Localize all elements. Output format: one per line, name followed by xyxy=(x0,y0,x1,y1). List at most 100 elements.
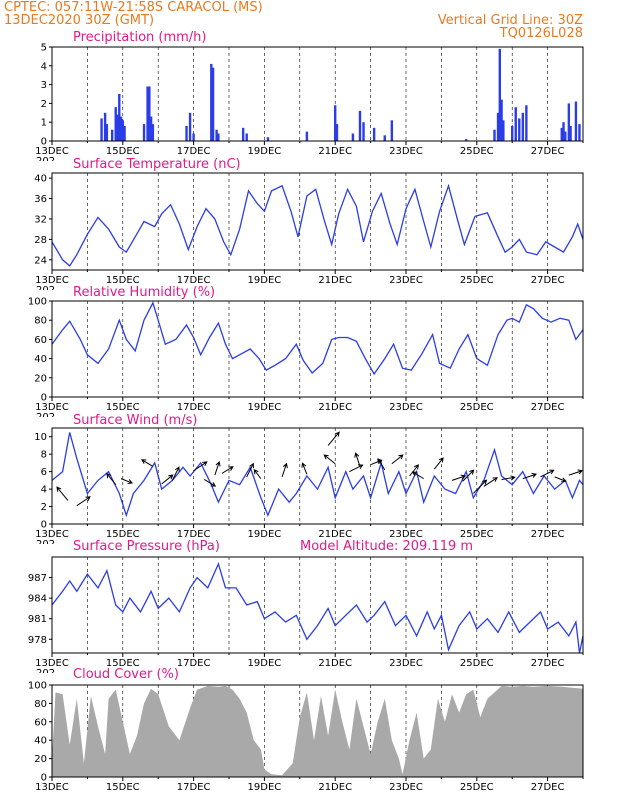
y-tick-label: 32 xyxy=(34,214,47,225)
precip-bar xyxy=(100,118,103,141)
x-tick-label: 27DEC xyxy=(531,402,565,413)
precip-bar xyxy=(185,125,188,141)
x-tick-label: 17DEC xyxy=(177,275,211,286)
x-year-stub: 202 xyxy=(36,156,55,167)
x-year-stub: 202 xyxy=(36,539,55,550)
y-tick-label: 4 xyxy=(41,485,47,496)
precip-bar xyxy=(123,125,126,141)
header-code: TQ0126L028 xyxy=(499,26,583,41)
wind-arrow xyxy=(246,462,254,478)
y-tick-label: 2 xyxy=(41,502,47,513)
panel-title: Relative Humidity (%) xyxy=(73,285,215,300)
wind-arrow xyxy=(540,469,555,478)
precip-bar xyxy=(103,112,107,141)
x-tick-label: 27DEC xyxy=(531,782,565,793)
y-tick-label: 40 xyxy=(34,354,47,365)
y-tick-label: 28 xyxy=(34,235,47,246)
y-tick-label: 10 xyxy=(34,432,47,443)
wind-arrow xyxy=(140,459,154,467)
y-tick-label: 2 xyxy=(41,99,47,110)
wind-arrow xyxy=(354,452,361,467)
x-tick-label: 25DEC xyxy=(460,658,494,669)
wind-arrow xyxy=(377,457,386,471)
x-tick-label: 27DEC xyxy=(531,529,565,540)
precip-bar xyxy=(502,120,505,141)
precip-bar xyxy=(334,105,337,141)
wind-arrow xyxy=(323,454,336,465)
precip-bar xyxy=(569,125,572,141)
y-tick-label: 100 xyxy=(28,681,47,692)
y-tick-label: 4 xyxy=(41,61,47,72)
y-tick-label: 5 xyxy=(41,43,47,54)
x-tick-label: 19DEC xyxy=(248,146,282,157)
y-tick-label: 80 xyxy=(34,316,47,327)
series-line xyxy=(51,183,584,267)
header-location: CPTEC: 057:11W-21:58S CARACOL (MS) xyxy=(4,0,263,15)
precip-bar xyxy=(496,112,500,141)
x-year-stub: 202 xyxy=(36,285,55,296)
panel-title: Surface Wind (m/s) xyxy=(73,413,197,428)
wind-arrow xyxy=(409,464,419,477)
x-tick-label: 15DEC xyxy=(106,529,140,540)
y-tick-label: 20 xyxy=(34,373,47,384)
precip-bar xyxy=(525,105,528,141)
precip-bar xyxy=(498,48,502,141)
precip-bar xyxy=(121,120,124,141)
precip-bar xyxy=(567,103,571,141)
x-tick-label: 17DEC xyxy=(177,529,211,540)
y-tick-label: 36 xyxy=(34,194,47,205)
x-tick-label: 25DEC xyxy=(460,275,494,286)
y-tick-label: 40 xyxy=(34,174,47,185)
panel-frame xyxy=(51,172,584,271)
y-tick-label: 60 xyxy=(34,717,47,728)
precip-bar xyxy=(335,124,339,141)
precip-bar xyxy=(116,114,119,141)
wind-arrow xyxy=(462,469,475,482)
x-tick-label: 25DEC xyxy=(460,782,494,793)
precip-bar xyxy=(105,124,109,141)
wind-arrow xyxy=(568,469,584,476)
wind-arrow xyxy=(391,454,404,465)
x-tick-label: 13DEC xyxy=(35,402,69,413)
precip-bar xyxy=(564,131,567,141)
panel-6: Cloud Cover (%) 0 20 40 60 80 100 13DEC 15DEC 17D… xyxy=(28,667,584,793)
y-tick-label: 40 xyxy=(34,736,47,747)
y-tick-label: 20 xyxy=(34,754,47,765)
precip-bar xyxy=(188,112,192,141)
panel-4: Surface Wind (m/s) 0 2 4 6 8 10 13DEC 15DEC 17DEC… xyxy=(34,413,584,550)
x-tick-label: 15DEC xyxy=(106,658,140,669)
wind-arrow xyxy=(501,475,516,481)
x-tick-label: 23DEC xyxy=(389,275,423,286)
precip-bar xyxy=(245,133,248,141)
precip-bar xyxy=(562,122,565,141)
wind-arrow xyxy=(76,496,91,507)
precip-bar xyxy=(110,129,114,141)
panel-title: Cloud Cover (%) xyxy=(73,667,179,682)
x-year-stub: 202 xyxy=(36,412,55,423)
x-tick-label: 19DEC xyxy=(248,529,282,540)
series-line xyxy=(51,432,584,518)
series-line xyxy=(51,301,584,376)
x-tick-label: 15DEC xyxy=(106,402,140,413)
precip-bar xyxy=(266,137,270,141)
y-tick-label: 8 xyxy=(41,450,47,461)
x-tick-label: 25DEC xyxy=(460,146,494,157)
precip-bar xyxy=(574,101,578,141)
x-tick-label: 27DEC xyxy=(531,146,565,157)
x-tick-label: 23DEC xyxy=(389,658,423,669)
x-tick-label: 23DEC xyxy=(389,402,423,413)
x-tick-label: 21DEC xyxy=(318,402,352,413)
y-tick-label: 0 xyxy=(41,137,47,148)
precip-bar xyxy=(500,99,503,141)
panel-title: Surface Temperature (nC) xyxy=(73,157,241,172)
precip-bar xyxy=(351,133,355,141)
wind-arrow xyxy=(56,486,69,501)
x-tick-label: 17DEC xyxy=(177,658,211,669)
x-tick-label: 15DEC xyxy=(106,275,140,286)
panel-frame xyxy=(51,300,584,398)
panel-5: Surface Pressure (hPa) Model Altitude: 20… xyxy=(28,539,584,673)
y-tick-label: 3 xyxy=(41,80,47,91)
wind-arrow xyxy=(106,472,117,486)
precip-bar xyxy=(383,135,386,141)
precip-bar xyxy=(358,110,362,141)
